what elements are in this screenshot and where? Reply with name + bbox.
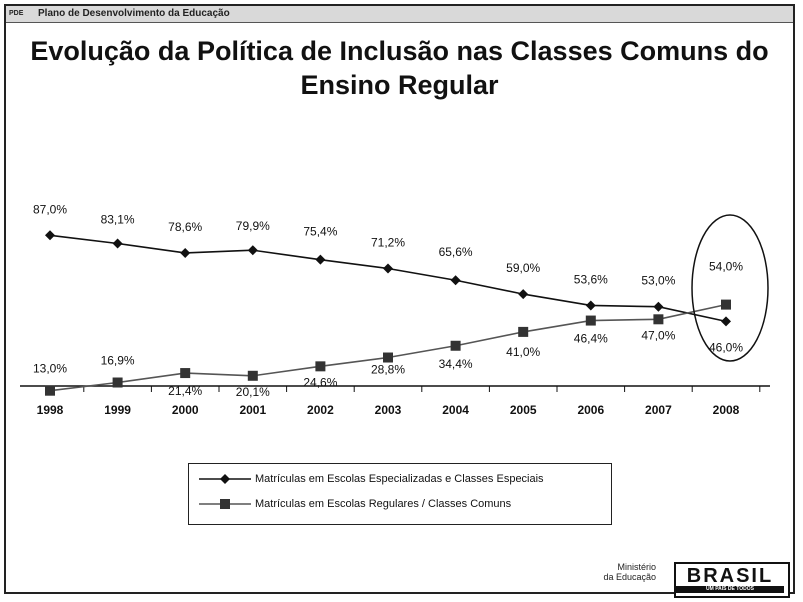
data-point-square xyxy=(585,315,596,326)
data-point-square xyxy=(721,299,731,310)
legend-item-especiais: Matrículas em Escolas Especializadas e C… xyxy=(197,470,544,488)
data-label: 13,0% xyxy=(33,362,67,376)
data-point-diamond xyxy=(653,301,664,312)
data-label: 34,4% xyxy=(439,357,473,371)
data-point-square xyxy=(112,377,123,388)
data-label: 54,0% xyxy=(709,260,743,274)
data-point-square xyxy=(45,385,55,396)
data-point-square xyxy=(315,361,326,372)
data-label: 71,2% xyxy=(371,235,405,249)
ministry-line2: da Educação xyxy=(603,572,656,582)
data-label: 41,0% xyxy=(506,345,540,359)
data-point-diamond xyxy=(45,230,55,241)
series-line xyxy=(49,303,727,392)
x-tick-label: 2001 xyxy=(239,403,266,417)
data-label: 16,9% xyxy=(101,354,135,368)
x-tick-label: 2004 xyxy=(442,403,469,417)
data-point-diamond xyxy=(721,316,731,327)
legend-marker-square xyxy=(199,499,251,509)
data-label: 65,6% xyxy=(439,245,473,259)
slide-frame: PDE Plano de Desenvolvimento da Educação… xyxy=(4,4,795,598)
ministry-label: Ministério da Educação xyxy=(584,562,656,582)
data-point-diamond xyxy=(247,245,258,256)
x-tick-label: 1998 xyxy=(37,403,64,417)
data-label: 59,0% xyxy=(506,261,540,275)
brasil-logo: BRASIL UM PAÍS DE TODOS xyxy=(674,562,790,598)
pde-logo: PDE xyxy=(9,10,24,17)
line-chart: 1998 1999 2000 2001 2002 2003 2004 2005 2006 2007… xyxy=(20,202,770,417)
data-point-square xyxy=(518,326,529,337)
data-label: 24,6% xyxy=(303,375,337,389)
data-point-diamond xyxy=(315,254,326,265)
legend-label: Matrículas em Escolas Especializadas e C… xyxy=(255,473,544,485)
x-tick-label: 2007 xyxy=(645,403,672,417)
x-tick-label: 2000 xyxy=(172,403,199,417)
data-label: 79,9% xyxy=(236,219,270,233)
legend-item-comuns: Matrículas em Escolas Regulares / Classe… xyxy=(197,495,511,513)
x-tick-label: 2003 xyxy=(375,403,402,417)
data-label: 21,4% xyxy=(168,384,202,398)
data-label: 28,8% xyxy=(371,363,405,377)
legend: Matrículas em Escolas Especializadas e C… xyxy=(188,463,612,525)
chart-title: Evolução da Política de Inclusão nas Cla… xyxy=(30,36,769,100)
data-label: 46,0% xyxy=(709,340,743,354)
brasil-slogan: UM PAÍS DE TODOS xyxy=(676,586,784,593)
data-label: 87,0% xyxy=(33,202,67,216)
data-point-diamond xyxy=(383,263,393,274)
data-point-diamond xyxy=(112,238,123,249)
data-label: 75,4% xyxy=(303,225,337,239)
data-label: 47,0% xyxy=(641,328,675,342)
data-point-square xyxy=(653,314,664,325)
legend-label: Matrículas em Escolas Regulares / Classe… xyxy=(255,498,512,510)
x-tick-label: 2002 xyxy=(307,403,334,417)
header-title: Plano de Desenvolvimento da Educação xyxy=(38,8,230,19)
data-label: 78,6% xyxy=(168,220,202,234)
data-point-square xyxy=(383,352,393,363)
data-point-diamond xyxy=(518,289,529,300)
x-tick-label: 2006 xyxy=(577,403,604,417)
legend-marker-diamond xyxy=(199,474,251,484)
data-point-diamond xyxy=(180,247,191,258)
data-label: 53,0% xyxy=(641,274,675,288)
x-tick-label: 2008 xyxy=(713,403,740,417)
data-point-square xyxy=(247,370,258,381)
data-label: 46,4% xyxy=(574,332,608,346)
data-point-square xyxy=(450,340,461,351)
highlight-ellipse xyxy=(691,214,769,362)
data-label: 83,1% xyxy=(101,212,135,226)
data-point-diamond xyxy=(450,275,461,286)
x-tick-label: 1999 xyxy=(104,403,131,417)
data-label: 53,6% xyxy=(574,272,608,286)
ministry-line1: Ministério xyxy=(617,562,656,572)
data-point-square xyxy=(180,368,191,379)
data-point-diamond xyxy=(585,300,596,311)
data-label: 20,1% xyxy=(236,385,270,399)
x-tick-label: 2005 xyxy=(510,403,537,417)
brasil-word: BRASIL xyxy=(686,565,774,587)
header-bar: PDE Plano de Desenvolvimento da Educação xyxy=(6,6,793,23)
